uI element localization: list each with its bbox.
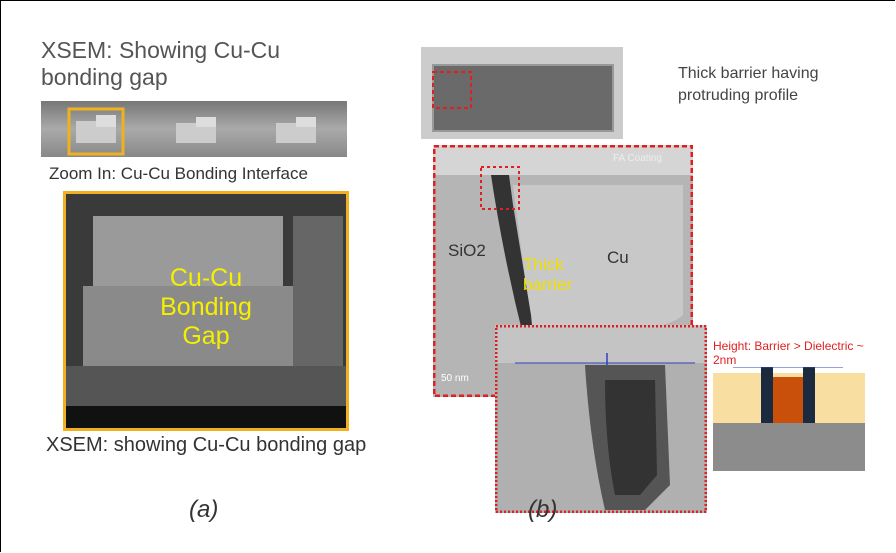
- note: Thick barrier having protruding profile: [678, 63, 878, 107]
- scale-label: 50 nm: [441, 373, 469, 384]
- gap-label: Cu-Cu Bonding Gap: [136, 264, 276, 351]
- barrier-schematic: [713, 367, 865, 471]
- figure: XSEM: Showing Cu-Cu bonding gap Zoom In:…: [0, 0, 895, 552]
- barrier-label: Thick barrier: [523, 255, 583, 295]
- zoom-label: Zoom In: Cu-Cu Bonding Interface: [49, 164, 308, 184]
- hrtem: [495, 325, 707, 513]
- height-label: Height: Barrier > Dielectric ~ 2nm: [713, 339, 873, 367]
- panel-a-label: (a): [189, 496, 218, 524]
- coating-label: FA Coating: [613, 153, 662, 164]
- cu-label: Cu: [607, 248, 629, 268]
- panel-a-title: XSEM: Showing Cu-Cu bonding gap: [41, 37, 341, 91]
- panel-a-caption: XSEM: showing Cu-Cu bonding gap: [46, 433, 376, 458]
- tem-overview: [421, 47, 623, 139]
- sio2-label: SiO2: [448, 241, 486, 261]
- sem-strip: [41, 101, 347, 157]
- panel-b-label: (b): [528, 496, 557, 524]
